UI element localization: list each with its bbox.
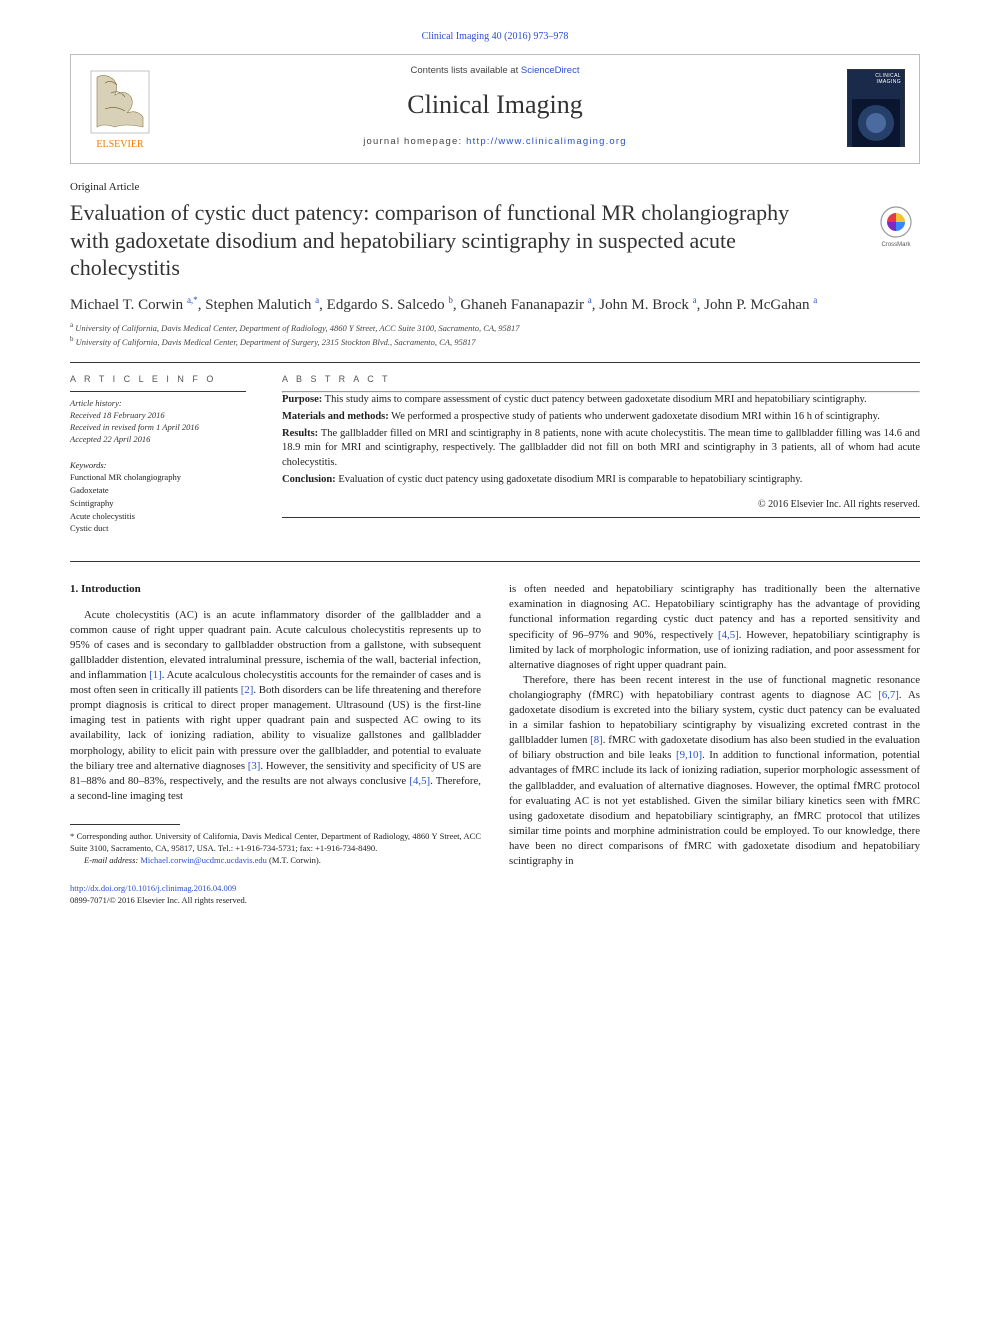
contents-available: Contents lists available at ScienceDirec… bbox=[71, 65, 919, 78]
body-columns: 1. Introduction Acute cholecystitis (AC)… bbox=[70, 582, 920, 906]
divider bbox=[70, 362, 920, 363]
article-info-label: A R T I C L E I N F O bbox=[70, 373, 246, 385]
footnote-separator bbox=[70, 824, 180, 825]
history-label: Article history: bbox=[70, 398, 246, 410]
footnote-text: Corresponding author. University of Cali… bbox=[70, 831, 481, 853]
abstract-conclusion-label: Conclusion: bbox=[282, 474, 336, 485]
corresponding-footnote: * Corresponding author. University of Ca… bbox=[70, 831, 481, 867]
affiliation-b: b University of California, Davis Medica… bbox=[70, 335, 920, 349]
history-received: Received 18 February 2016 bbox=[70, 410, 246, 422]
section-1-heading: 1. Introduction bbox=[70, 582, 481, 597]
intro-para-1: Acute cholecystitis (AC) is an acute inf… bbox=[70, 608, 481, 804]
article-type: Original Article bbox=[70, 180, 920, 195]
cover-label: CLINICAL IMAGING bbox=[848, 70, 904, 90]
doi-link[interactable]: http://dx.doi.org/10.1016/j.clinimag.201… bbox=[70, 883, 236, 893]
intro-para-2: Therefore, there has been recent interes… bbox=[509, 673, 920, 869]
abstract-column: A B S T R A C T Purpose: This study aims… bbox=[282, 373, 920, 535]
abstract-results-label: Results: bbox=[282, 428, 318, 439]
crossmark-label: CrossMark bbox=[881, 242, 910, 248]
keyword: Acute cholecystitis bbox=[70, 510, 246, 523]
keyword: Gadoxetate bbox=[70, 484, 246, 497]
abstract-body: Purpose: This study aims to compare asse… bbox=[282, 393, 920, 487]
journal-cover-thumb: CLINICAL IMAGING bbox=[847, 69, 905, 147]
keywords-list: Functional MR cholangiographyGadoxetateS… bbox=[70, 471, 246, 535]
abstract-label: A B S T R A C T bbox=[282, 373, 920, 385]
divider-2 bbox=[70, 561, 920, 562]
abstract-results: The gallbladder filled on MRI and scinti… bbox=[282, 428, 920, 468]
body-column-right: is often needed and hepatobiliary scinti… bbox=[509, 582, 920, 906]
journal-name: Clinical Imaging bbox=[71, 87, 919, 122]
article-history: Article history: Received 18 February 20… bbox=[70, 398, 246, 446]
abstract-copyright: © 2016 Elsevier Inc. All rights reserved… bbox=[282, 498, 920, 512]
homepage-link[interactable]: http://www.clinicalimaging.org bbox=[466, 136, 627, 147]
keywords-label: Keywords: bbox=[70, 460, 246, 471]
keyword: Scintigraphy bbox=[70, 497, 246, 510]
authors: Michael T. Corwin a,*, Stephen Malutich … bbox=[70, 294, 920, 315]
article-info-column: A R T I C L E I N F O Article history: R… bbox=[70, 373, 246, 535]
affiliation-a: a University of California, Davis Medica… bbox=[70, 321, 920, 335]
body-column-left: 1. Introduction Acute cholecystitis (AC)… bbox=[70, 582, 481, 906]
abstract-conclusion: Evaluation of cystic duct patency using … bbox=[336, 474, 803, 485]
contents-prefix: Contents lists available at bbox=[411, 65, 521, 76]
article-title: Evaluation of cystic duct patency: compa… bbox=[70, 199, 810, 282]
crossmark-badge[interactable]: CrossMark bbox=[872, 205, 920, 249]
intro-para-1-cont: is often needed and hepatobiliary scinti… bbox=[509, 582, 920, 673]
abstract-methods: We performed a prospective study of pati… bbox=[389, 411, 880, 422]
history-accepted: Accepted 22 April 2016 bbox=[70, 434, 246, 446]
journal-homepage: journal homepage: http://www.clinicalima… bbox=[71, 136, 919, 149]
history-revised: Received in revised form 1 April 2016 bbox=[70, 422, 246, 434]
homepage-prefix: journal homepage: bbox=[363, 136, 466, 147]
svg-text:ELSEVIER: ELSEVIER bbox=[96, 139, 144, 150]
keyword: Cystic duct bbox=[70, 522, 246, 535]
abstract-purpose-label: Purpose: bbox=[282, 394, 322, 405]
affiliations: a University of California, Davis Medica… bbox=[70, 321, 920, 348]
elsevier-logo: ELSEVIER bbox=[85, 69, 155, 159]
corresponding-email-link[interactable]: Michael.corwin@ucdmc.ucdavis.edu bbox=[140, 855, 267, 865]
email-label: E-mail address: bbox=[84, 855, 140, 865]
sciencedirect-link[interactable]: ScienceDirect bbox=[521, 65, 580, 76]
top-citation: Clinical Imaging 40 (2016) 973–978 bbox=[70, 30, 920, 44]
journal-header: ELSEVIER CLINICAL IMAGING Contents lists… bbox=[70, 54, 920, 165]
keyword: Functional MR cholangiography bbox=[70, 471, 246, 484]
email-suffix: (M.T. Corwin). bbox=[267, 855, 321, 865]
doi-block: http://dx.doi.org/10.1016/j.clinimag.201… bbox=[70, 883, 481, 907]
abstract-purpose: This study aims to compare assessment of… bbox=[322, 394, 866, 405]
abstract-methods-label: Materials and methods: bbox=[282, 411, 389, 422]
issn-copyright: 0899-7071/© 2016 Elsevier Inc. All right… bbox=[70, 895, 247, 905]
